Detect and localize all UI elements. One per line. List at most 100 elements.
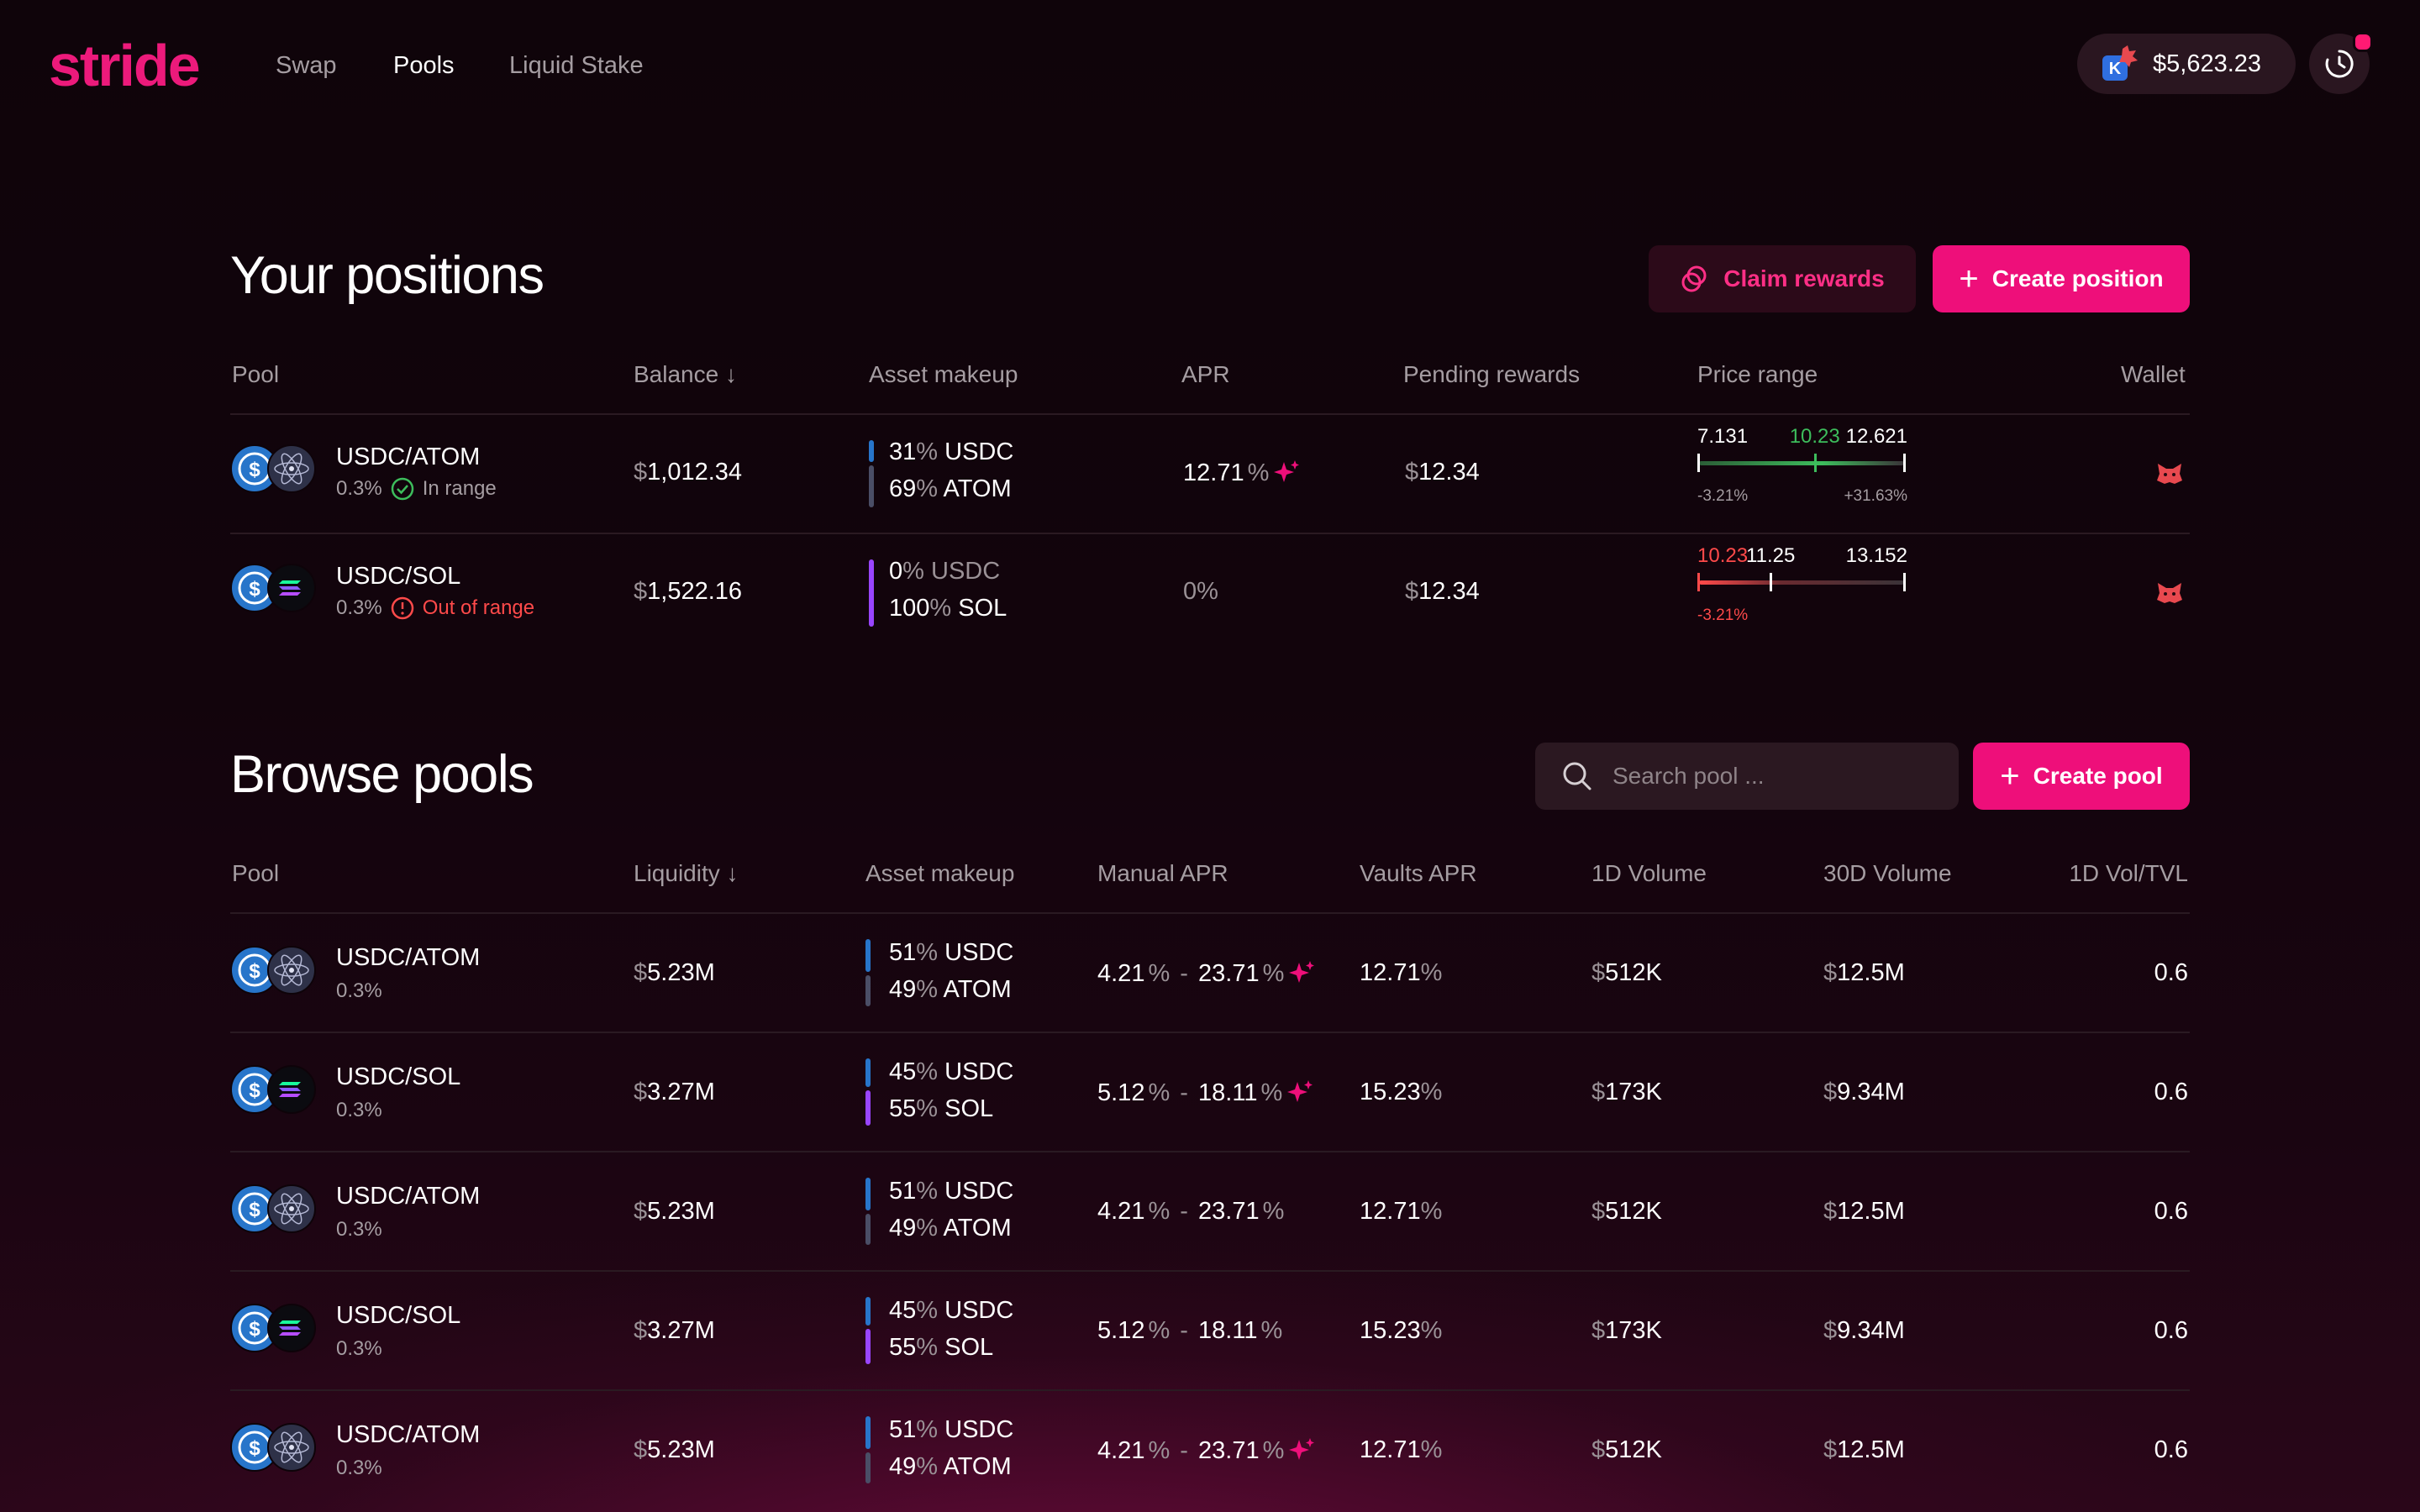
sparkle-icon	[1287, 1080, 1313, 1102]
range-status: Out of range	[422, 596, 535, 619]
range-current: 11.25	[1746, 544, 1796, 567]
pool-pair-name: USDC/ATOM	[336, 1421, 481, 1448]
history-icon	[2325, 50, 2354, 78]
makeup-line: 51% USDC	[889, 1416, 1014, 1443]
vaults-apr: 15.23	[1360, 1317, 1421, 1344]
claim-rewards-label: Claim rewards	[1723, 265, 1885, 291]
search-box[interactable]	[1535, 743, 1959, 810]
col-30d-volume[interactable]: 30D Volume	[1823, 860, 1952, 886]
wallet-fox-icon[interactable]	[2154, 578, 2185, 612]
col-1d-vol-tvl[interactable]: 1D Vol/TVL	[2069, 860, 2188, 886]
atom-icon	[267, 1184, 316, 1233]
makeup-line: 0% USDC	[889, 558, 1001, 585]
manual-apr: 5.12% - 18.11%	[1097, 1317, 1283, 1344]
range-low: 7.131	[1697, 425, 1749, 448]
position-row[interactable]: $ USDC/ATOM 0.3% In range $1,012.34 31% …	[230, 415, 2190, 533]
makeup-line: 49% ATOM	[889, 1215, 1012, 1242]
pending-rewards: 12.34	[1418, 578, 1480, 605]
nav-swap[interactable]: Swap	[276, 52, 337, 79]
sparkle-icon	[1289, 961, 1315, 983]
makeup-bar-usdc	[865, 1058, 871, 1087]
col-1d-volume[interactable]: 1D Volume	[1591, 860, 1707, 886]
range-track	[1699, 461, 1904, 465]
pool-row[interactable]: $ USDC/ATOM 0.3% $5.23M 51% USDC 49% ATOM 4.21…	[230, 1391, 2190, 1509]
pool-pair-name: USDC/ATOM	[336, 944, 481, 971]
wallet-badge-letter: K	[2109, 60, 2122, 78]
volume-1d: 173K	[1605, 1317, 1662, 1344]
nav-pools[interactable]: Pools	[393, 52, 455, 79]
vol-tvl-ratio: 0.6	[2154, 1317, 2188, 1344]
atom-icon	[267, 1423, 316, 1472]
pool-row[interactable]: $ USDC/SOL 0.3% $3.27M 45% USDC 55% SOL 5.12% …	[230, 1272, 2190, 1389]
col-balance[interactable]: Balance ↓	[634, 361, 737, 387]
volume-30d: 12.5M	[1837, 1198, 1905, 1225]
nav-liquid-stake[interactable]: Liquid Stake	[509, 52, 644, 79]
plus-icon: +	[1959, 260, 1979, 297]
col-pool[interactable]: Pool	[232, 860, 280, 886]
makeup-bar-sol	[865, 1090, 871, 1126]
volume-1d: 512K	[1605, 1436, 1662, 1463]
col-asset-makeup[interactable]: Asset makeup	[869, 361, 1018, 387]
create-pool-label: Create pool	[2033, 763, 2163, 789]
makeup-line: 49% ATOM	[889, 1453, 1012, 1480]
account-balance-button[interactable]: K $5,623.23	[2077, 34, 2296, 94]
volume-1d: 512K	[1605, 1198, 1662, 1225]
pool-pair-name: USDC/ATOM	[336, 444, 481, 470]
create-position-button[interactable]: + Create position	[1933, 245, 2190, 312]
col-price-range[interactable]: Price range	[1697, 361, 1818, 387]
search-icon	[1563, 762, 1591, 790]
fee-tier: 0.3%	[336, 1099, 382, 1121]
svg-text:$: $	[249, 1199, 260, 1221]
sol-icon	[267, 1304, 316, 1352]
position-apr: 12.71	[1183, 459, 1244, 486]
svg-text:$: $	[249, 578, 260, 601]
makeup-bar-atom	[865, 975, 871, 1006]
col-vaults-apr[interactable]: Vaults APR	[1360, 860, 1477, 886]
sort-down-icon: ↓	[724, 361, 737, 387]
wallet-avatar-icon: K	[2101, 44, 2141, 84]
range-track	[1699, 580, 1904, 585]
divider	[230, 1032, 2190, 1033]
sol-icon	[267, 1065, 316, 1114]
divider	[230, 1151, 2190, 1152]
vaults-apr: 12.71	[1360, 959, 1421, 986]
pool-row[interactable]: $ USDC/ATOM 0.3% $5.23M 51% USDC 49% ATOM 4.21…	[230, 1152, 2190, 1270]
create-pool-button[interactable]: + Create pool	[1973, 743, 2190, 810]
fee-tier: 0.3%	[336, 1218, 382, 1241]
plus-icon: +	[2000, 758, 2020, 795]
divider	[230, 413, 2190, 415]
pool-liquidity: 5.23M	[647, 959, 715, 986]
volume-1d: 512K	[1605, 959, 1662, 986]
wallet-fox-icon[interactable]	[2154, 459, 2185, 493]
check-circle-icon	[391, 477, 413, 501]
svg-text:$: $	[249, 1437, 260, 1460]
col-asset-makeup[interactable]: Asset makeup	[865, 860, 1015, 886]
position-balance: 1,522.16	[647, 578, 743, 605]
claim-rewards-button[interactable]: Claim rewards	[1649, 245, 1916, 312]
range-low-tick	[1697, 573, 1700, 591]
fee-tier: 0.3%	[336, 979, 382, 1002]
position-row[interactable]: $ USDC/SOL 0.3% Out of range $1,522.16 0…	[230, 534, 2190, 652]
sol-icon	[267, 564, 316, 612]
col-apr[interactable]: APR	[1181, 361, 1230, 387]
col-pending-rewards[interactable]: Pending rewards	[1403, 361, 1581, 387]
position-balance: 1,012.34	[647, 459, 743, 486]
pool-row[interactable]: $ USDC/ATOM 0.3% $5.23M 51% USDC 49% ATOM 4.21…	[230, 914, 2190, 1032]
range-current-tick	[1770, 573, 1773, 591]
makeup-bar-usdc	[865, 1416, 871, 1449]
col-liquidity[interactable]: Liquidity ↓	[634, 860, 739, 886]
vaults-apr: 12.71	[1360, 1198, 1421, 1225]
col-wallet[interactable]: Wallet	[2121, 361, 2186, 387]
col-pool[interactable]: Pool	[232, 361, 280, 387]
makeup-line: 45% USDC	[889, 1297, 1014, 1324]
pending-rewards: 12.34	[1418, 459, 1480, 486]
usdc-icon: $	[230, 444, 279, 493]
pool-pair-name: USDC/SOL	[336, 1302, 461, 1329]
svg-text:$: $	[249, 459, 260, 481]
search-input[interactable]	[1611, 762, 1933, 790]
price-range-chart: 7.131 10.23 12.621 -3.21% +31.63%	[1697, 425, 1907, 517]
stride-logo[interactable]: stride	[49, 33, 201, 98]
pool-row[interactable]: $ USDC/SOL 0.3% $3.27M 45% USDC 55% SOL 5.12% …	[230, 1033, 2190, 1151]
makeup-line: 100% SOL	[889, 595, 1007, 622]
col-manual-apr[interactable]: Manual APR	[1097, 860, 1228, 886]
